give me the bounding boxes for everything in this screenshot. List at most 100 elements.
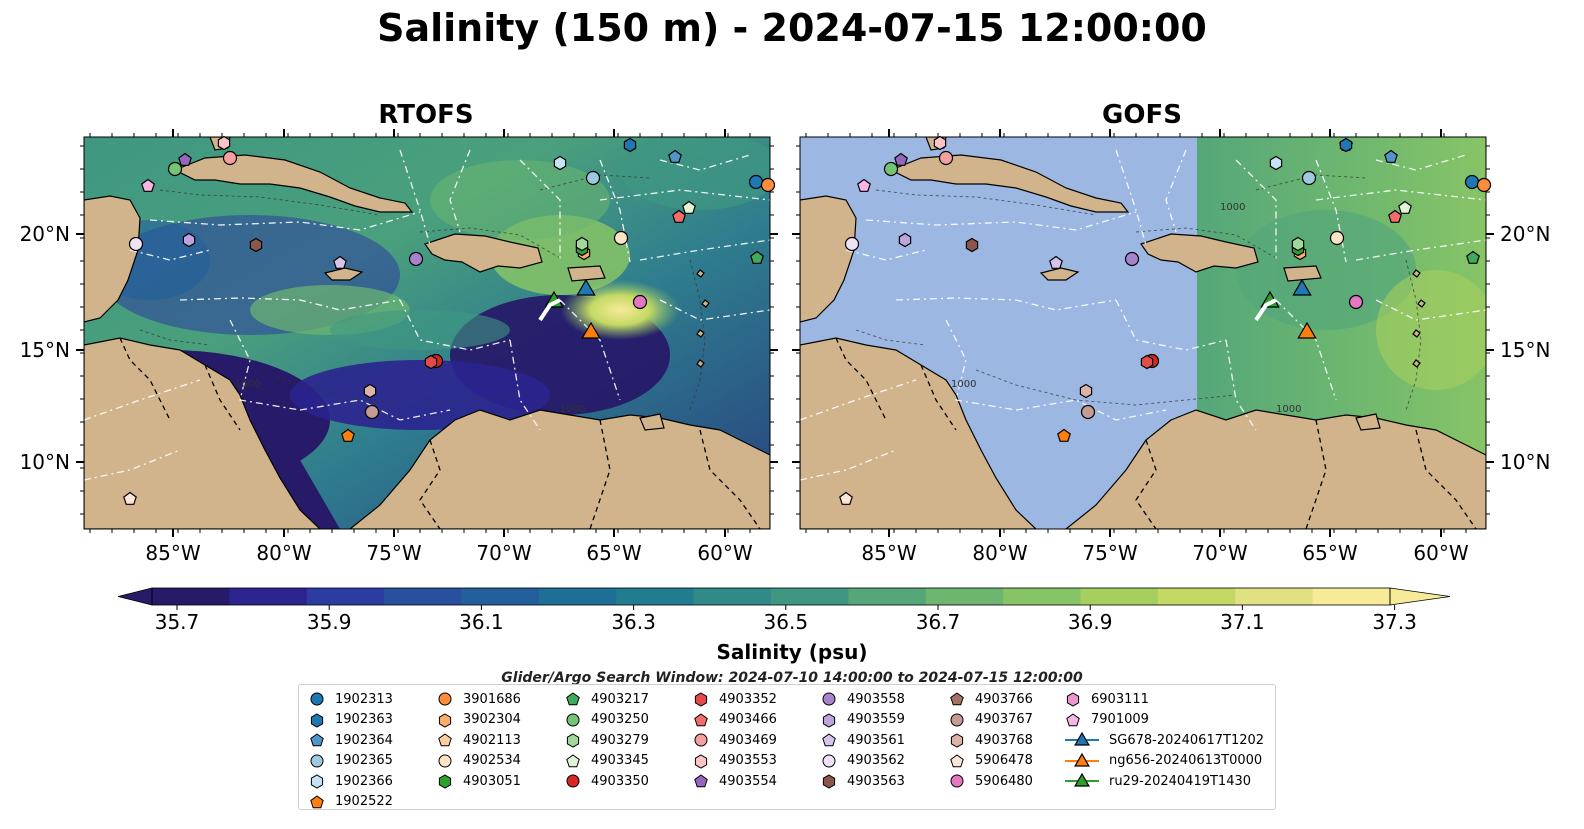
float-markers [123,135,1492,505]
legend-item: 4903466 [693,710,777,730]
lon-label: 60°W [697,541,752,565]
legend-label: 1902522 [335,794,393,809]
legend-item: 4902534 [437,751,521,771]
float-marker-4903250 [167,161,183,177]
float-marker-4903553 [933,135,947,151]
legend-label: 1902366 [335,773,393,789]
colorbar-segment [848,588,927,605]
legend-marker-pentagon-icon [566,753,580,767]
legend-item: 4903217 [565,689,649,709]
map-rtofs [83,136,771,530]
legend-marker-circle-icon [694,733,708,747]
legend-item: 4903561 [821,730,905,750]
legend-marker-pentagon-icon [822,733,836,747]
colorbar-segment [538,588,617,605]
legend-item: 4903250 [565,710,649,730]
legend-item: 5906480 [949,771,1033,791]
lat-label: 15°N [20,338,70,362]
legend-marker-hexagon-icon [566,733,580,748]
legend-item: ru29-20240419T1430 [1065,771,1251,791]
legend-item: 4903279 [565,730,649,750]
legend-marker-circle-icon [438,754,452,767]
colorbar-max-arrow [1389,587,1451,606]
legend-label: 3902304 [463,712,521,727]
isobath-label: 1000 [235,379,260,390]
colorbar-segment [616,588,695,605]
legend-item: 3901686 [437,689,521,709]
float-marker-4903352 [424,354,438,370]
legend-label: 7901009 [1091,712,1149,727]
lon-label: 70°W [476,541,531,565]
float-marker-4903559 [182,232,196,248]
legend: 1902313 1902363 1902364 1902365 1902366 19025… [298,684,1276,810]
panel-title-rtofs: RTOFS [378,100,474,130]
legend-label: 6903111 [1091,691,1149,707]
float-marker-4903345 [1398,200,1412,214]
colorbar-segment [152,588,230,605]
isobath-labels: 1000 1000 1000 1000 1000 [235,202,1301,415]
float-marker-4903345 [682,200,696,214]
colorbar-tick-label: 36.3 [611,610,656,634]
legend-label: 4903768 [975,732,1033,748]
float-marker-1902366 [553,155,567,171]
legend-item: 4903469 [693,730,777,750]
colorbar-tick-label: 35.7 [155,610,200,634]
axis-ticks: 85°W 80°W 75°W 70°W 65°W 60°W 20°N 15°N 10°N 85°W… [20,129,1550,565]
legend-label: ru29-20240419T1430 [1109,773,1252,789]
legend-marker-circle-icon [822,692,836,706]
lat-label: 10°N [1500,450,1550,474]
legend-marker-hexagon-icon [310,774,324,789]
legend-marker-hexagon-icon [1066,692,1080,707]
colorbar-label: Salinity (psu) [716,640,868,664]
legend-marker-circle-icon [950,713,964,726]
float-marker-4903279 [575,236,589,252]
legend-label: 4903345 [591,753,649,768]
legend-item: SG678-20240617T1202 [1065,730,1264,750]
float-marker-1902313 [1464,174,1480,190]
legend-marker-pentagon-icon [950,753,964,767]
legend-item: 4903766 [949,689,1033,709]
legend-marker-circle-icon [310,754,324,767]
colorbar-segment [384,588,462,605]
float-marker-4903767 [364,404,380,420]
float-marker-4903469 [938,150,954,166]
legend-item: 4903768 [949,730,1033,750]
float-marker-1902364 [1384,149,1398,163]
colorbar-segment [461,588,540,605]
colorbar-segment [771,588,849,605]
legend-label: 4903766 [975,691,1033,707]
legend-item: 4902113 [437,730,521,750]
legend-marker-hexagon-icon [310,712,324,728]
isobath-label: 1000 [1276,404,1301,415]
lon-label: 80°W [972,541,1027,565]
legend-item: 1902313 [309,689,393,709]
lon-label: 80°W [256,541,311,565]
float-marker-4903217 [1466,250,1480,264]
legend-marker-hexagon-icon [950,733,964,748]
float-marker-3901686 [1476,177,1492,193]
colorbar-segment [925,588,1004,605]
legend-item: 4903563 [821,771,905,791]
float-marker-4903554 [178,152,192,166]
isobath-label: 1000 [560,404,585,415]
panel-title-gofs: GOFS [1102,100,1182,130]
map-gofs [799,136,1487,530]
float-marker-4903767 [1080,404,1096,420]
colorbar: 35.7 35.9 36.1 36.3 36.5 36.7 36.9 37.1 37.3 [117,587,1451,634]
float-marker-1902522 [1057,428,1071,442]
float-marker-5906478 [839,491,853,505]
lat-label: 20°N [20,222,70,246]
legend-label: 5906478 [975,753,1033,768]
legend-item: 1902365 [309,751,393,771]
legend-item: 4903350 [565,771,649,791]
float-marker-1902365 [585,170,601,186]
colorbar-segment [1080,588,1159,605]
glider-marker-ng656-20240613T0000 [1297,321,1317,339]
float-marker-4903279 [1291,236,1305,252]
colorbar-tick-label: 35.9 [307,610,352,634]
legend-item: 3902304 [437,710,521,730]
float-marker-4903562 [128,236,144,252]
float-marker-4903469 [222,150,238,166]
colorbar-tick-label: 36.7 [916,610,961,634]
